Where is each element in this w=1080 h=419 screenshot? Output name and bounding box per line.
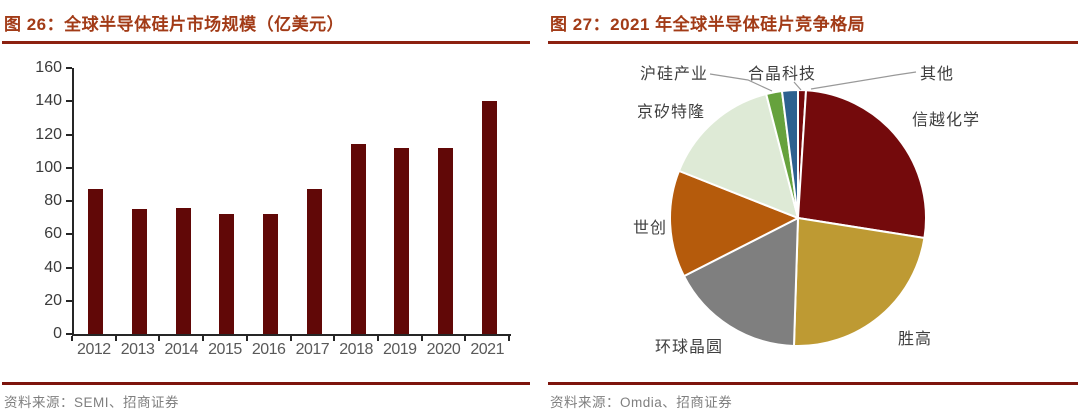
bar-2015 xyxy=(219,214,235,334)
x-tick-mark xyxy=(464,336,467,341)
x-tick-mark xyxy=(71,336,73,341)
bar-slot-2020 xyxy=(424,68,468,334)
y-tick-label: 160 xyxy=(35,59,62,76)
y-tick-mark xyxy=(66,100,72,103)
figure-27-source: 资料来源：Omdia、招商证券 xyxy=(548,382,1078,411)
bar-slot-2017 xyxy=(293,68,337,334)
bar-2013 xyxy=(132,209,148,334)
x-tick-mark xyxy=(376,336,379,341)
pie-label-6: 沪硅产业 xyxy=(640,66,709,83)
x-axis-labels: 2012 2013 2014 2015 2016 2017 2018 2019 2020 2021 xyxy=(72,341,509,359)
bar-slot-2013 xyxy=(118,68,162,334)
bar-slot-2012 xyxy=(74,68,118,334)
bar-chart: 0 20 40 60 80 100 120 140 160 2012 2013 2014 2015 20… xyxy=(14,59,519,370)
y-tick-label: 120 xyxy=(35,125,62,143)
bar-plot-area xyxy=(72,68,511,336)
y-tick-label: 0 xyxy=(53,325,62,342)
figure-27-title: 图 27：2021 年全球半导体硅片竞争格局 xyxy=(548,8,1078,44)
y-tick-label: 20 xyxy=(44,291,62,309)
bar-2012 xyxy=(88,189,104,334)
y-tick-mark xyxy=(66,266,72,269)
y-tick-mark xyxy=(66,333,72,335)
x-tick-mark xyxy=(333,336,336,341)
y-tick-mark xyxy=(66,299,72,302)
x-tick-label-2013: 2013 xyxy=(120,341,155,358)
x-tick-mark xyxy=(289,336,292,341)
figure-26-source: 资料来源：SEMI、招商证券 xyxy=(2,382,530,411)
bar-slot-2021 xyxy=(467,68,511,334)
x-tick-mark xyxy=(245,336,248,341)
x-tick-label-2018: 2018 xyxy=(339,341,373,358)
bar-slot-2018 xyxy=(336,68,380,334)
x-tick-mark xyxy=(202,336,205,341)
pie-svg: 其他 1%信越化学 26.5%胜高 23%环球晶圆 17%世创 13.5%京矽特… xyxy=(669,71,927,347)
x-tick-mark xyxy=(420,336,423,341)
x-tick-label-2019: 2019 xyxy=(382,341,417,358)
x-tick-mark xyxy=(114,336,117,341)
pie-slice-3: 环球晶圆 17% xyxy=(682,217,799,347)
bar-2014 xyxy=(175,207,191,334)
y-tick-label: 140 xyxy=(35,92,62,110)
bar-2016 xyxy=(263,214,279,334)
y-tick-label: 100 xyxy=(35,158,62,176)
pie-slice-4: 世创 13.5% xyxy=(669,169,799,278)
x-tick-mark xyxy=(508,336,510,341)
leader-line-6 xyxy=(709,73,773,92)
bar-slot-2015 xyxy=(205,68,249,334)
x-tick-label-2017: 2017 xyxy=(295,341,330,358)
x-tick-label-2012: 2012 xyxy=(77,341,111,358)
y-tick-label: 80 xyxy=(44,192,62,209)
x-tick-label-2016: 2016 xyxy=(251,341,286,358)
x-tick-label-2015: 2015 xyxy=(208,341,242,358)
y-tick-mark xyxy=(66,67,72,69)
pie-chart: 其他 1%信越化学 26.5%胜高 23%环球晶圆 17%世创 13.5%京矽特… xyxy=(548,48,1078,378)
pie-label-0: 其他 xyxy=(920,66,955,83)
bar-2021 xyxy=(481,101,497,334)
pie-label-1: 信越化学 xyxy=(912,112,981,129)
bar-2020 xyxy=(437,147,453,334)
y-tick-mark xyxy=(66,133,72,136)
pie-slice-2: 胜高 23% xyxy=(792,217,926,347)
bar-2017 xyxy=(306,189,322,334)
figure-26-panel: 图 26：全球半导体硅片市场规模（亿美元） 0 20 40 60 80 100 120 140… xyxy=(2,8,530,411)
bar-2019 xyxy=(394,147,410,334)
pie-slice-7: 合晶科技 2% xyxy=(780,89,799,219)
x-tick-label-2021: 2021 xyxy=(470,341,504,358)
x-tick-mark xyxy=(158,336,161,341)
pie-label-2: 胜高 xyxy=(898,331,933,348)
pie-slice-5: 京矽特隆 15% xyxy=(677,93,799,219)
x-tick-label-2014: 2014 xyxy=(164,341,199,358)
y-tick-mark xyxy=(66,166,72,169)
y-tick-label: 40 xyxy=(44,258,62,276)
figure-27-panel: 图 27：2021 年全球半导体硅片竞争格局 其他 1%信越化学 26.5%胜高… xyxy=(548,8,1078,411)
y-tick-mark xyxy=(66,200,72,202)
pie-label-7: 合晶科技 xyxy=(748,66,817,83)
pie-label-3: 环球晶圆 xyxy=(655,339,724,356)
bar-2018 xyxy=(350,144,366,334)
pie-label-4: 世创 xyxy=(633,220,668,237)
leader-line-0 xyxy=(810,71,917,90)
figure-26-title: 图 26：全球半导体硅片市场规模（亿美元） xyxy=(2,8,530,44)
y-tick-mark xyxy=(66,233,72,236)
leader-line-7 xyxy=(793,81,802,91)
x-tick-label-2020: 2020 xyxy=(426,341,461,358)
bar-slot-2019 xyxy=(380,68,424,334)
bar-slot-2016 xyxy=(249,68,293,334)
bar-slot-2014 xyxy=(161,68,205,334)
pie-label-5: 京矽特隆 xyxy=(637,104,706,121)
y-tick-label: 60 xyxy=(44,225,62,243)
pie-slice-1: 信越化学 26.5% xyxy=(797,89,927,240)
